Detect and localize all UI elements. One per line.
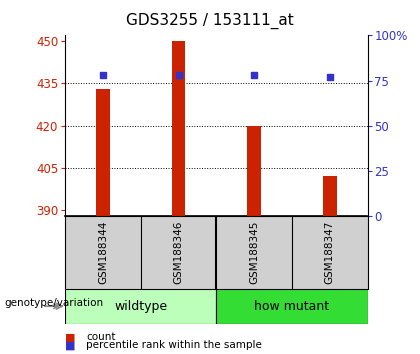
Text: how mutant: how mutant bbox=[255, 300, 329, 313]
Text: GSM188346: GSM188346 bbox=[173, 221, 184, 284]
Text: GSM188347: GSM188347 bbox=[325, 221, 335, 284]
Text: ■: ■ bbox=[65, 340, 76, 350]
Point bbox=[251, 72, 257, 78]
Text: wildtype: wildtype bbox=[114, 300, 167, 313]
Point bbox=[326, 74, 333, 80]
Bar bbox=[96, 89, 110, 216]
Point bbox=[175, 72, 182, 78]
Bar bbox=[247, 126, 261, 216]
Bar bbox=[216, 289, 368, 324]
Point bbox=[100, 72, 106, 78]
Text: ■: ■ bbox=[65, 332, 76, 342]
Bar bbox=[65, 289, 216, 324]
Text: GSM188344: GSM188344 bbox=[98, 221, 108, 284]
Text: percentile rank within the sample: percentile rank within the sample bbox=[86, 340, 262, 350]
Bar bbox=[172, 41, 185, 216]
Text: count: count bbox=[86, 332, 116, 342]
Text: genotype/variation: genotype/variation bbox=[4, 298, 103, 308]
Text: GDS3255 / 153111_at: GDS3255 / 153111_at bbox=[126, 12, 294, 29]
Text: GSM188345: GSM188345 bbox=[249, 221, 259, 284]
Bar bbox=[323, 176, 336, 216]
